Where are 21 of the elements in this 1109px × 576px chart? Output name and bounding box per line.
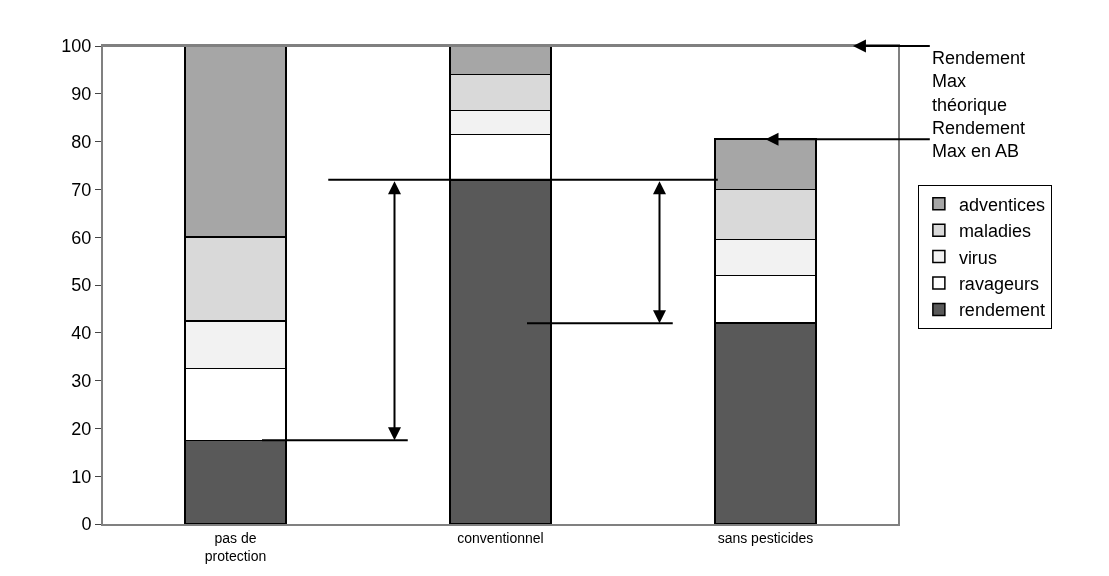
y-tick-label: 90 bbox=[71, 84, 92, 105]
x-tick-label: sans pesticides bbox=[717, 529, 814, 546]
y-tick-label: 50 bbox=[71, 275, 92, 296]
y-tick-label: 10 bbox=[71, 466, 92, 487]
y-tick-label: 70 bbox=[71, 179, 92, 200]
y-tick-label: 80 bbox=[71, 131, 92, 152]
x-tick-label: pas de protection bbox=[204, 529, 267, 564]
x-tick-label: conventionnel bbox=[457, 529, 544, 546]
y-tick-label: 30 bbox=[71, 370, 92, 391]
y-tick-label: 0 bbox=[81, 514, 92, 535]
legend-label: rendement bbox=[958, 300, 1045, 321]
y-tick-label: 100 bbox=[61, 36, 92, 57]
legend-label: maladies bbox=[958, 221, 1031, 242]
annotation: Rendement Max en AB bbox=[932, 118, 1026, 162]
y-tick-label: 20 bbox=[71, 418, 92, 439]
y-tick-label: 60 bbox=[71, 227, 92, 248]
y-tick-label: 40 bbox=[71, 323, 92, 344]
ref-line-label: Rendement Max théorique bbox=[932, 48, 1026, 115]
legend-label: adventices bbox=[958, 194, 1045, 215]
legend-label: ravageurs bbox=[958, 274, 1039, 295]
legend-label: virus bbox=[958, 247, 997, 268]
